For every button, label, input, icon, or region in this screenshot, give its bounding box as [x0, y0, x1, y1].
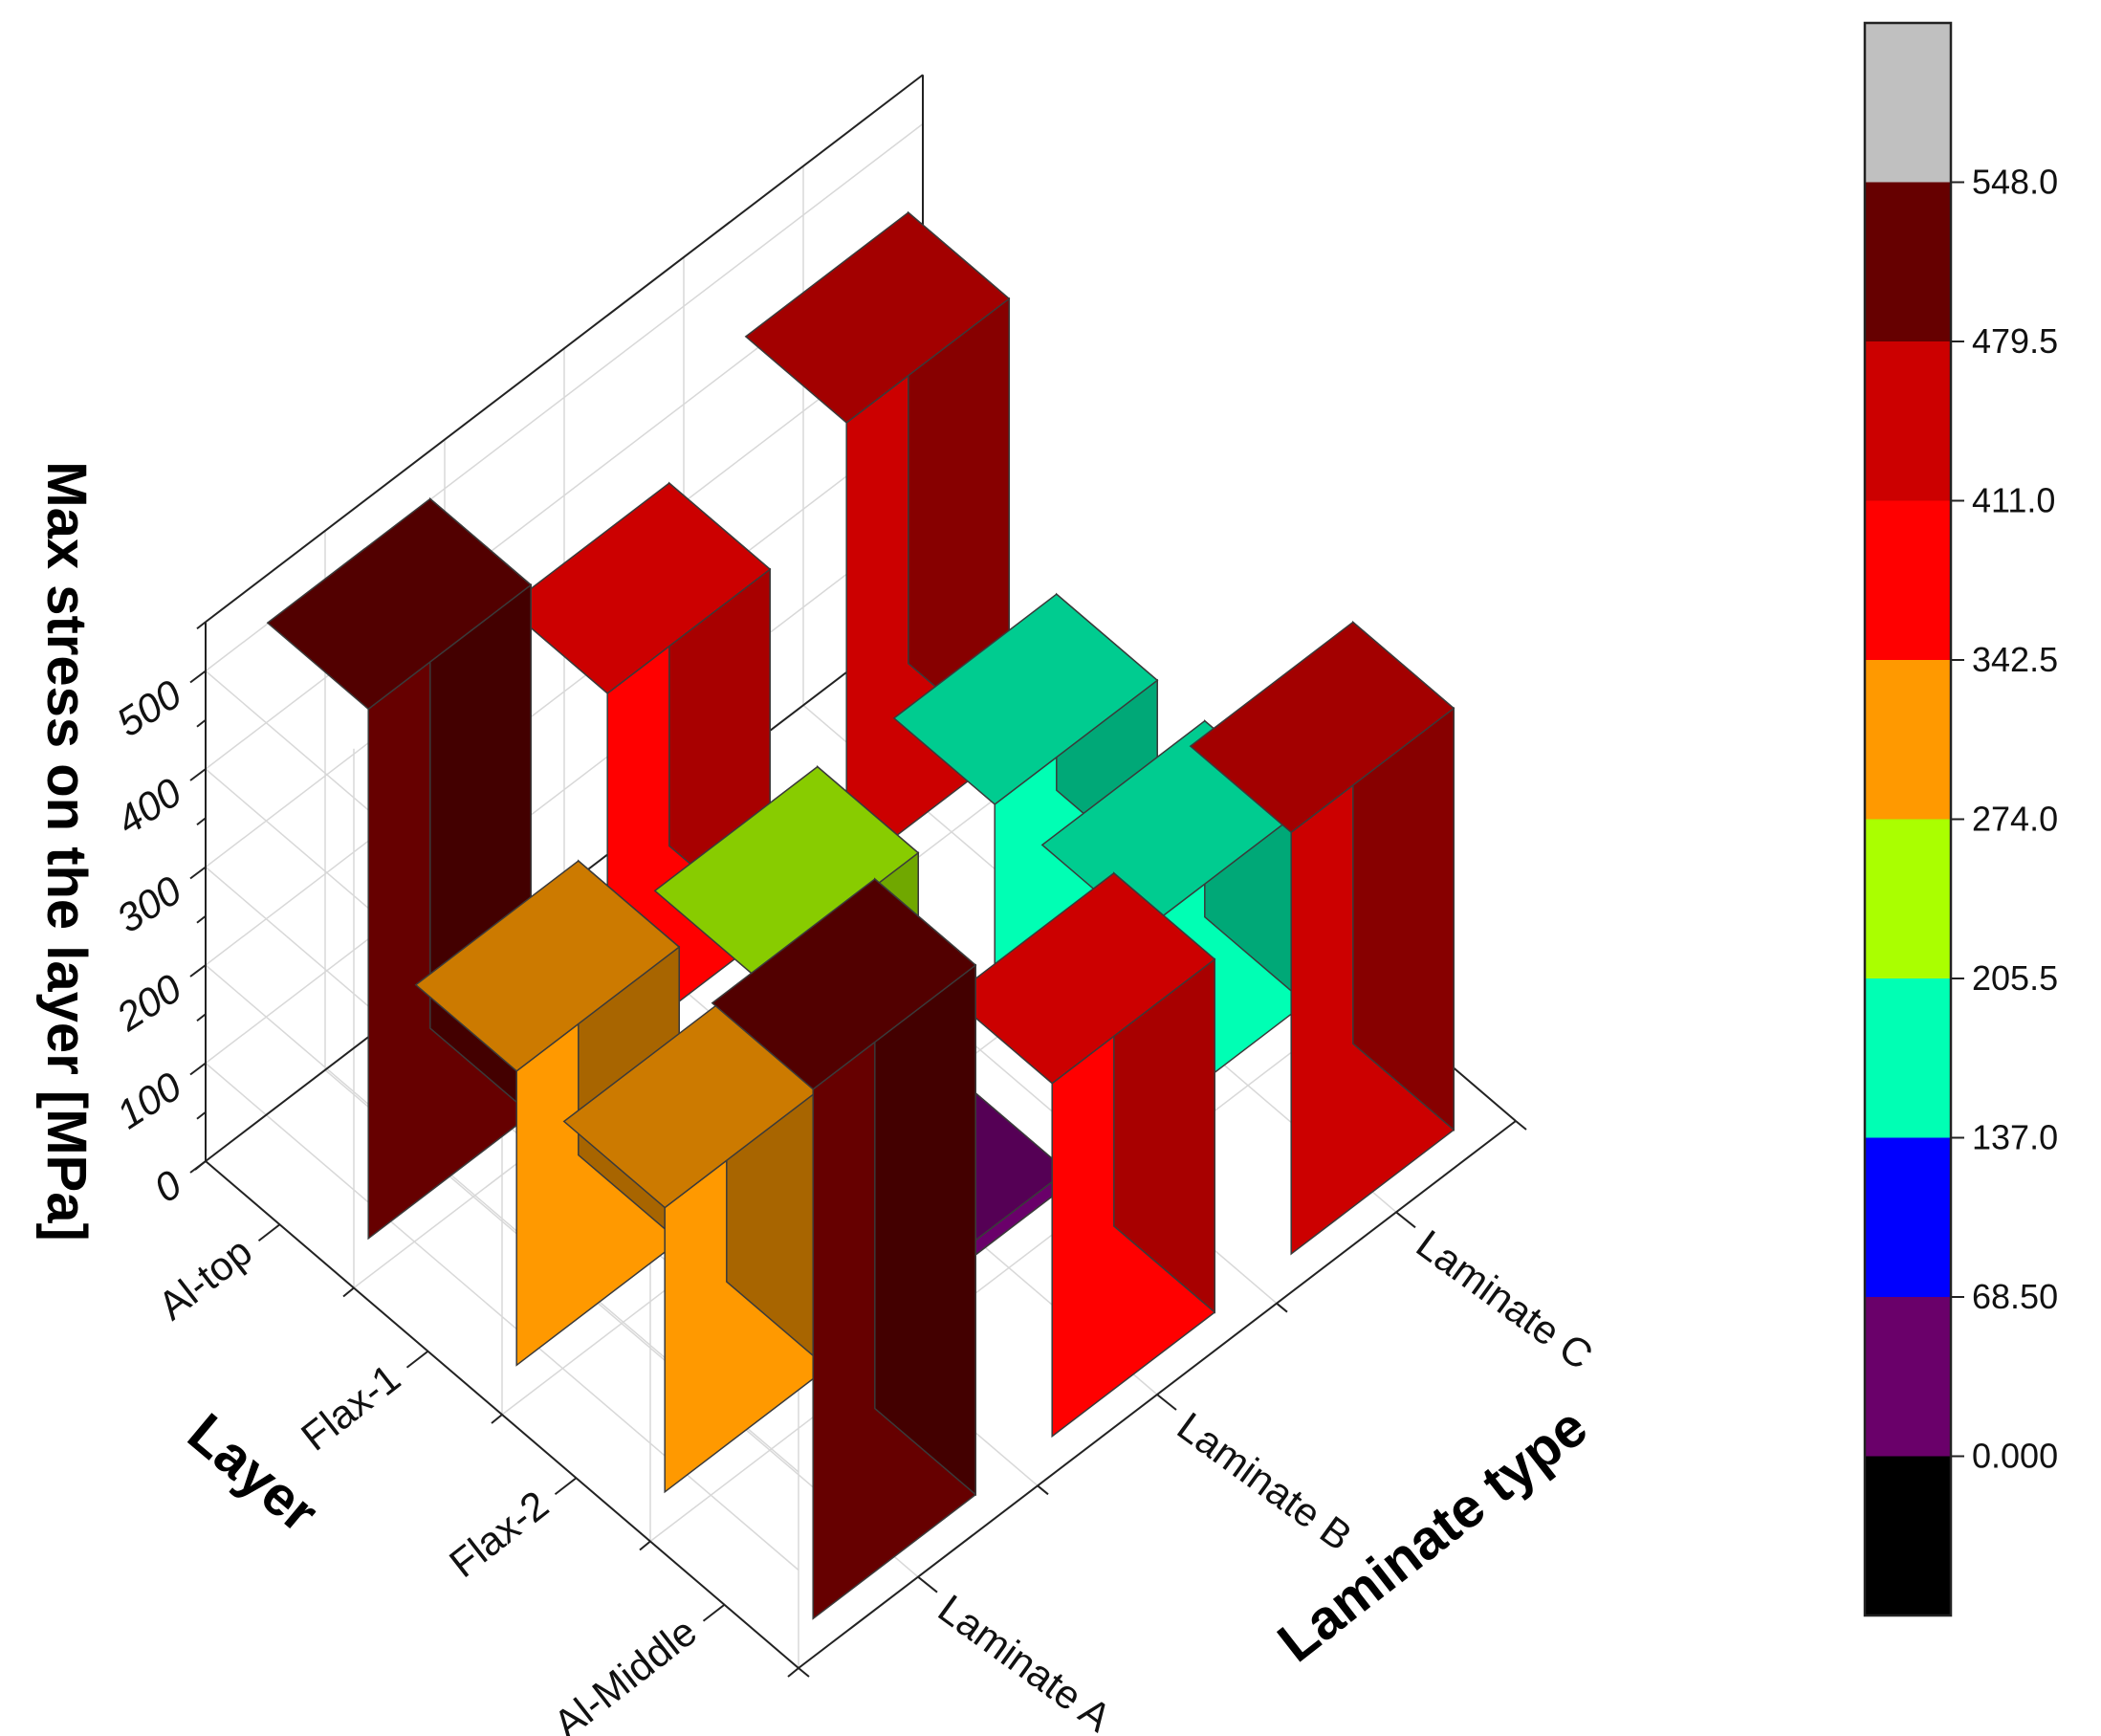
- z-axis-title: Max stress on the layer [MPa]: [35, 461, 98, 1242]
- colorbar-segment: [1865, 978, 1951, 1138]
- colorbar-tick-label: 411.0: [1972, 481, 2055, 520]
- colorbar-segment: [1865, 1137, 1951, 1297]
- colorbar-segment: [1865, 1297, 1951, 1457]
- x-minor-tick: [491, 1414, 503, 1424]
- colorbar-tick-label: 68.50: [1972, 1277, 2058, 1316]
- colorbar-tick-label: 137.0: [1972, 1118, 2058, 1157]
- bar-face-top: [505, 482, 772, 694]
- z-tick-label: 400: [109, 769, 190, 844]
- colorbar-tick-label: 479.5: [1972, 321, 2058, 361]
- y-tick-label: Laminate B: [1170, 1403, 1361, 1559]
- x-minor-tick: [639, 1540, 651, 1551]
- bar-face-top: [653, 765, 920, 978]
- bar-face-top: [892, 593, 1159, 805]
- bar-face-top: [414, 860, 681, 1072]
- bar-flax-2-laminate-a: [562, 996, 829, 1494]
- z-tick-label: 0: [146, 1161, 190, 1211]
- x-minor-tick: [342, 1286, 355, 1298]
- z-tick: [189, 670, 207, 684]
- z-tick: [189, 1062, 207, 1076]
- z-tick-label: 300: [109, 867, 190, 941]
- colorbar-tick-label: 205.5: [1972, 958, 2058, 998]
- bar-al-middle-laminate-a: [711, 877, 977, 1620]
- bar-al-top-laminate-a: [266, 496, 533, 1241]
- y-tick-label: Laminate A: [930, 1586, 1120, 1736]
- x-tick-label: Al-top: [150, 1228, 260, 1329]
- x-tick: [554, 1477, 578, 1496]
- colorbar-segment: [1865, 23, 1951, 183]
- bar-face-top: [950, 871, 1216, 1085]
- colorbar-segment: [1865, 341, 1951, 501]
- z-tick-label: 200: [108, 965, 190, 1040]
- colorbar-tick-label: 342.5: [1972, 640, 2058, 679]
- z-tick: [196, 1013, 207, 1022]
- colorbar-segment: [1865, 819, 1951, 978]
- z-tick: [189, 866, 207, 880]
- colorbar-segment: [1865, 182, 1951, 341]
- colorbar-tick-label: 274.0: [1972, 800, 2058, 839]
- z-tick: [196, 1110, 207, 1120]
- colorbar-tick-label: 548.0: [1972, 163, 2058, 202]
- y-minor-tick: [798, 1667, 810, 1678]
- x-tick-label: Flax-1: [293, 1355, 408, 1460]
- x-tick: [702, 1603, 726, 1622]
- colorbar: 0.000 68.50 137.0 205.5 274.0 342.5 411.0 479.5…: [1863, 21, 2058, 1617]
- bar-al-middle-laminate-b: [950, 871, 1216, 1439]
- bar-face-top: [744, 211, 1011, 424]
- z-tick: [189, 768, 207, 781]
- bar-face-top: [1189, 621, 1455, 834]
- z-tick-label: 100: [109, 1063, 190, 1137]
- z-tick: [196, 817, 207, 826]
- x-minor-tick: [194, 1160, 207, 1171]
- z-tick: [189, 964, 207, 978]
- y-tick: [1156, 1394, 1177, 1411]
- y-tick: [917, 1575, 938, 1593]
- z-tick: [196, 621, 207, 630]
- bar-face-top: [711, 878, 977, 1090]
- x-minor-tick: [787, 1667, 799, 1678]
- x-tick-label: Al-Middle: [545, 1609, 705, 1736]
- y-tick-label: Laminate C: [1409, 1221, 1601, 1378]
- y-tick: [1395, 1211, 1416, 1229]
- z-tick: [196, 718, 207, 728]
- y-minor-tick: [1276, 1302, 1288, 1313]
- colorbar-segment: [1865, 500, 1951, 660]
- z-tick-label: 500: [109, 670, 190, 745]
- y-minor-tick: [1037, 1484, 1049, 1496]
- z-tick: [196, 914, 207, 924]
- x-tick: [405, 1350, 429, 1369]
- frame-edge: [205, 74, 924, 624]
- x-tick: [257, 1223, 281, 1242]
- y-minor-tick: [1515, 1120, 1527, 1131]
- x-tick-label: Flax-2: [441, 1482, 557, 1586]
- bars: [266, 210, 1455, 1620]
- bar-face-top: [266, 497, 533, 711]
- colorbar-segment: [1865, 1456, 1951, 1615]
- bar-al-middle-laminate-c: [1189, 620, 1455, 1256]
- colorbar-tick-label: 0.000: [1972, 1437, 2058, 1476]
- colorbar-segment: [1865, 660, 1951, 820]
